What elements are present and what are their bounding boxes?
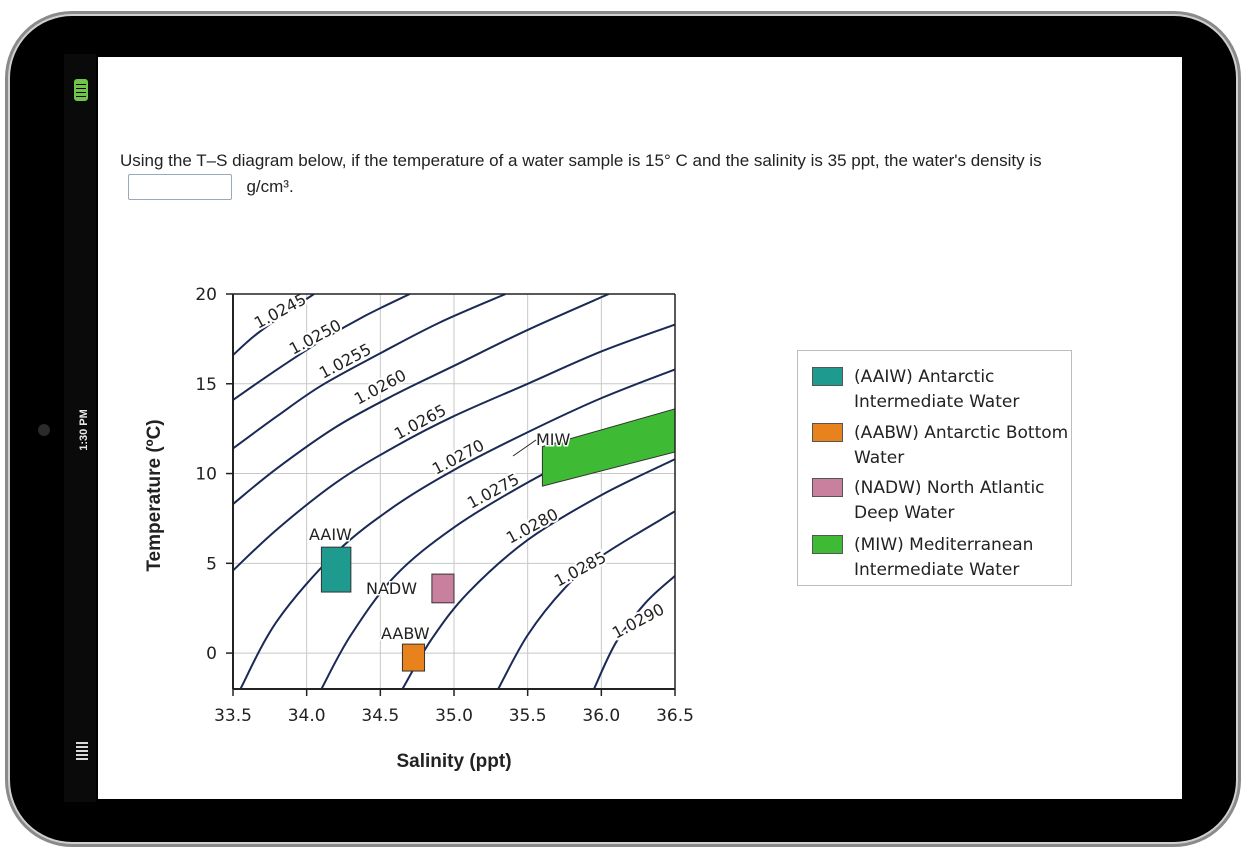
legend-swatch (812, 367, 843, 386)
isopycnal-line (233, 294, 610, 505)
x-tick-label: 36.5 (656, 706, 694, 726)
x-tick-label: 34.5 (361, 706, 399, 726)
battery-icon (74, 79, 88, 101)
camera-icon (38, 424, 50, 436)
question-text: Using the T–S diagram below, if the temp… (120, 151, 1042, 170)
isopycnal-line (233, 323, 675, 572)
aaiw-box (320, 546, 352, 593)
y-tick-label: 0 (206, 644, 217, 664)
miw-region (541, 408, 675, 487)
menu-icon[interactable] (76, 742, 88, 760)
x-tick-label: 35.0 (435, 706, 473, 726)
isopycnal-line (497, 510, 675, 689)
status-bar (64, 54, 96, 802)
isopycnal-group (233, 294, 675, 689)
isopycnal-label: 1.0280 (503, 504, 561, 547)
aaiw-label: AAIW (309, 525, 352, 544)
legend-swatch (812, 535, 843, 554)
x-tick-label: 34.0 (288, 706, 326, 726)
isopycnal-line (233, 294, 411, 401)
x-tick-label: 36.0 (582, 706, 620, 726)
y-tick-label: 15 (195, 375, 217, 395)
clock: 1:30 PM (78, 409, 90, 451)
nadw-box (431, 573, 455, 604)
isopycnal-label: 1.0245 (251, 289, 309, 332)
isopycnal-line (593, 575, 675, 689)
legend-label: (AABW) Antarctic Bottom Water (854, 423, 1069, 468)
answer-row: g/cm³. (128, 174, 294, 202)
isopycnal-label: 1.0285 (551, 547, 609, 590)
nadw-label: NADW (366, 579, 417, 598)
isopycnal-label: 1.0290 (609, 599, 667, 642)
x-tick-label: 35.5 (509, 706, 547, 726)
legend-swatch (812, 478, 843, 497)
isopycnal-label: 1.0250 (286, 315, 344, 358)
legend-label: (MIW) Mediterranean Intermediate Water (854, 535, 1034, 580)
legend-label: (NADW) North Atlantic Deep Water (854, 478, 1045, 523)
ts-diagram: 1.02451.02501.02551.02601.02651.02701.02… (144, 285, 694, 772)
legend-label: (AAIW) Antarctic Intermediate Water (854, 367, 1020, 412)
isopycnal-line (401, 458, 675, 689)
isopycnal-line (233, 294, 506, 450)
x-tick-label: 33.5 (214, 706, 252, 726)
aabw-label: AABW (381, 624, 430, 643)
miw-leader-line (512, 439, 537, 457)
y-axis-label: Temperature (ºC) (144, 419, 165, 571)
chart-legend: (AAIW) Antarctic Intermediate Water (AABW… (797, 350, 1072, 586)
x-axis-label: Salinity (ppt) (396, 751, 511, 772)
isopycnal-line (233, 294, 315, 356)
isopycnal-line (239, 368, 675, 689)
answer-unit: g/cm³. (246, 177, 294, 196)
y-tick-label: 10 (195, 465, 217, 485)
y-tick-label: 5 (206, 554, 217, 574)
y-tick-label: 20 (195, 285, 217, 305)
screen: Using the T–S diagram below, if the temp… (98, 57, 1182, 799)
legend-swatch (812, 423, 843, 442)
aabw-box (401, 643, 426, 672)
miw-label: MIW (536, 430, 571, 449)
density-answer-input[interactable] (128, 174, 232, 200)
